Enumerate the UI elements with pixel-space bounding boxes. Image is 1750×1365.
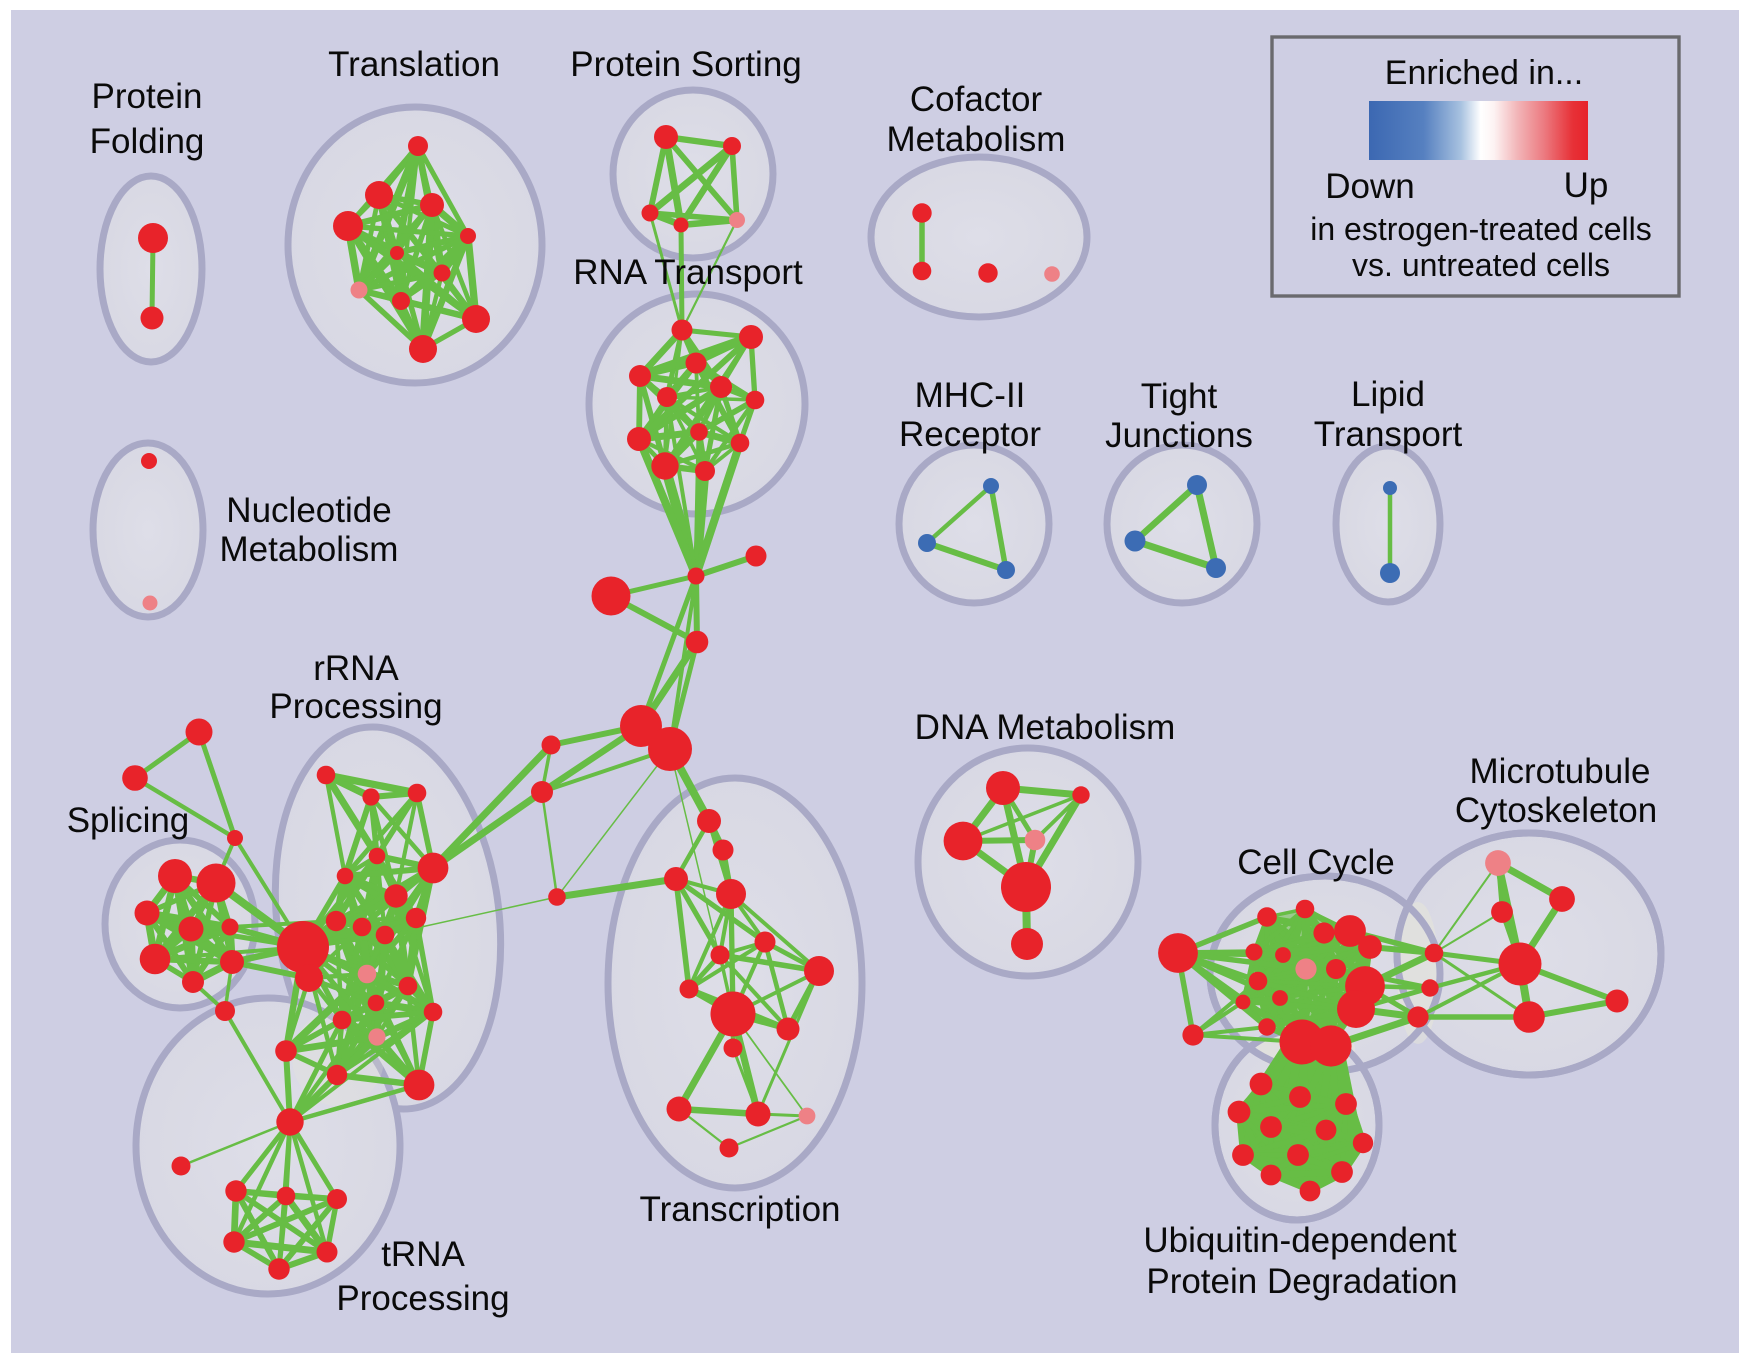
svg-text:Translation: Translation — [328, 45, 500, 84]
svg-text:Lipid: Lipid — [1351, 375, 1425, 414]
svg-text:Protein: Protein — [92, 77, 203, 116]
svg-text:Cytoskeleton: Cytoskeleton — [1455, 791, 1657, 830]
svg-text:DNA Metabolism: DNA Metabolism — [915, 708, 1176, 747]
svg-text:vs. untreated cells: vs. untreated cells — [1352, 247, 1610, 283]
svg-text:Up: Up — [1564, 166, 1609, 205]
svg-text:Microtubule: Microtubule — [1470, 752, 1651, 791]
svg-text:Down: Down — [1325, 167, 1414, 206]
svg-text:Processing: Processing — [336, 1279, 509, 1318]
svg-text:Metabolism: Metabolism — [887, 120, 1066, 159]
svg-text:Processing: Processing — [269, 687, 442, 726]
svg-text:Tight: Tight — [1141, 377, 1218, 416]
svg-text:Junctions: Junctions — [1105, 416, 1253, 455]
svg-text:Nucleotide: Nucleotide — [226, 491, 391, 530]
svg-text:in estrogen-treated cells: in estrogen-treated cells — [1310, 211, 1652, 247]
svg-text:Transcription: Transcription — [640, 1190, 841, 1229]
svg-text:Metabolism: Metabolism — [220, 530, 399, 569]
svg-text:Receptor: Receptor — [899, 415, 1041, 454]
svg-text:Transport: Transport — [1314, 415, 1463, 454]
svg-text:Cofactor: Cofactor — [910, 80, 1043, 119]
svg-text:Ubiquitin-dependent: Ubiquitin-dependent — [1143, 1221, 1457, 1260]
svg-text:Enriched in...: Enriched in... — [1385, 54, 1583, 92]
svg-text:Splicing: Splicing — [67, 801, 190, 840]
svg-text:rRNA: rRNA — [313, 649, 399, 688]
svg-text:RNA Transport: RNA Transport — [573, 253, 803, 292]
svg-text:Protein Degradation: Protein Degradation — [1146, 1262, 1457, 1301]
svg-text:tRNA: tRNA — [381, 1235, 465, 1274]
svg-text:Folding: Folding — [90, 122, 205, 161]
svg-text:MHC-II: MHC-II — [915, 376, 1026, 415]
svg-text:Cell Cycle: Cell Cycle — [1237, 843, 1395, 882]
svg-text:Protein Sorting: Protein Sorting — [570, 45, 802, 84]
